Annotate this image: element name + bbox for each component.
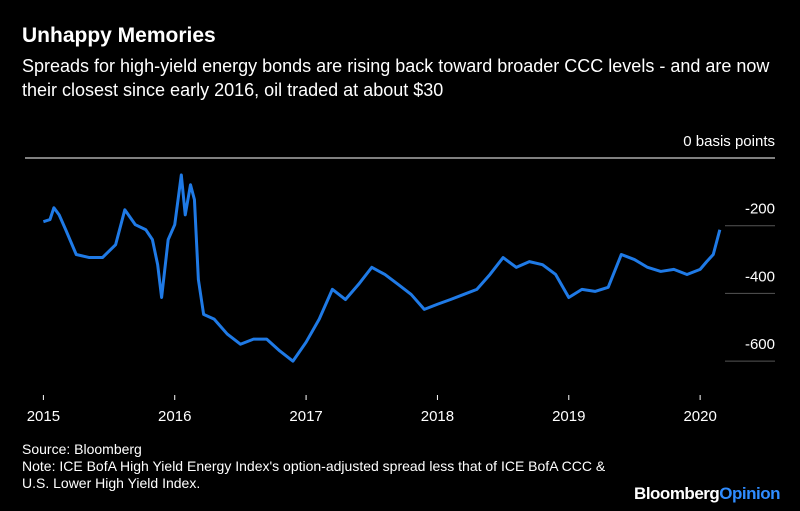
y-tick-label: -600: [745, 336, 775, 353]
y-tick-label: 0 basis points: [683, 133, 775, 150]
x-tick-label: 2019: [552, 408, 585, 425]
x-tick-label: 2015: [27, 408, 60, 425]
y-tick-label: -400: [745, 268, 775, 285]
x-tick-label: 2018: [421, 408, 454, 425]
logo: BloombergOpinion: [634, 484, 780, 504]
logo-part: Bloomberg: [634, 484, 720, 503]
y-tick-label: -200: [745, 201, 775, 218]
logo-part: Opinion: [719, 484, 780, 503]
note: Note: ICE BofA High Yield Energy Index's…: [22, 458, 606, 491]
source: Source: Bloomberg: [22, 441, 142, 457]
x-tick-label: 2020: [683, 408, 716, 425]
x-tick-label: 2017: [289, 408, 322, 425]
chart-title: Unhappy Memories: [22, 24, 216, 47]
line: [42, 173, 722, 363]
chart-subtitle: Spreads for high-yield energy bonds are …: [22, 56, 770, 100]
x-tick-label: 2016: [158, 408, 191, 425]
